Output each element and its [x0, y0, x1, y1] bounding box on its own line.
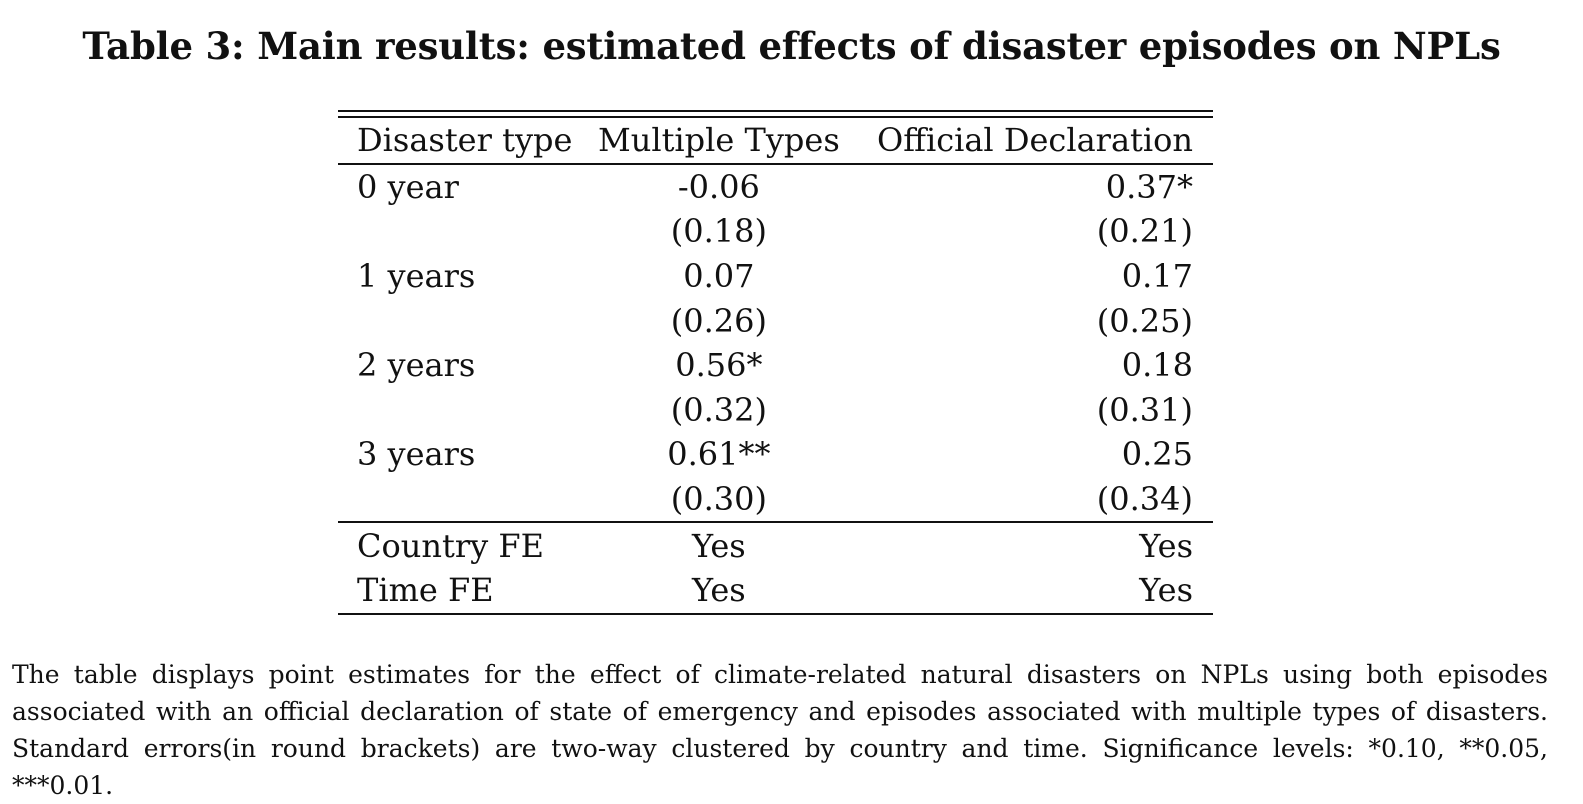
fe-row-time: Time FE Yes Yes	[338, 568, 1213, 613]
row-label	[338, 209, 591, 254]
row-label: 1 years	[357, 257, 476, 296]
stderr-multiple: (0.26)	[670, 301, 767, 340]
estimate-multiple: -0.06	[677, 167, 760, 206]
row-label	[338, 298, 591, 343]
estimate-official: 0.18	[1121, 346, 1193, 385]
table-notes: The table displays point estimates for t…	[12, 660, 1548, 800]
estimate-multiple: 0.56*	[675, 346, 763, 385]
table-row: (0.32) (0.31)	[338, 388, 1213, 433]
row-label: 2 years	[357, 346, 476, 385]
row-label: 0 year	[357, 167, 459, 206]
table-caption: Table 3: Main results: estimated effects…	[82, 24, 1501, 68]
table-row: (0.30) (0.34)	[338, 477, 1213, 523]
stderr-official: (0.21)	[1096, 212, 1193, 251]
fe-official: Yes	[846, 521, 1213, 568]
header-disaster-type: Disaster type	[338, 118, 592, 165]
header-row: Disaster type Multiple Types Official De…	[338, 118, 1213, 165]
fe-official: Yes	[1139, 571, 1193, 610]
fe-row-country: Country FE Yes Yes	[338, 521, 1213, 568]
table-row: (0.18) (0.21)	[338, 209, 1213, 254]
results-table: Disaster type Multiple Types Official De…	[338, 118, 1213, 613]
stderr-multiple: (0.18)	[670, 212, 767, 251]
table-row: 1 years 0.07 0.17	[338, 254, 1213, 299]
bottom-rule	[338, 612, 1213, 615]
fe-label: Country FE	[338, 521, 592, 568]
results-table-wrapper: Disaster type Multiple Types Official De…	[338, 110, 1213, 615]
stderr-multiple: (0.30)	[670, 480, 767, 519]
stderr-official: (0.25)	[1096, 301, 1193, 340]
estimate-multiple: 0.61**	[667, 435, 771, 474]
estimate-official: 0.17	[1121, 257, 1193, 296]
header-multiple-types: Multiple Types	[591, 118, 847, 165]
estimate-multiple: 0.07	[683, 257, 755, 296]
fe-multiple: Yes	[692, 571, 746, 610]
top-double-rule	[338, 110, 1213, 118]
estimate-official: 0.37*	[1105, 167, 1193, 206]
stderr-multiple: (0.32)	[670, 390, 767, 429]
estimate-official: 0.25	[1121, 435, 1193, 474]
stderr-official: (0.34)	[1096, 480, 1193, 519]
fe-label: Time FE	[357, 571, 494, 610]
header-official-declaration: Official Declaration	[846, 118, 1213, 165]
row-label	[338, 388, 591, 433]
fe-multiple: Yes	[591, 521, 847, 568]
row-label	[338, 477, 591, 523]
table-row: 3 years 0.61** 0.25	[338, 432, 1213, 477]
table-row: (0.26) (0.25)	[338, 298, 1213, 343]
table-row: 0 year -0.06 0.37*	[338, 164, 1213, 210]
row-label: 3 years	[357, 435, 476, 474]
table-row: 2 years 0.56* 0.18	[338, 343, 1213, 388]
stderr-official: (0.31)	[1096, 390, 1193, 429]
